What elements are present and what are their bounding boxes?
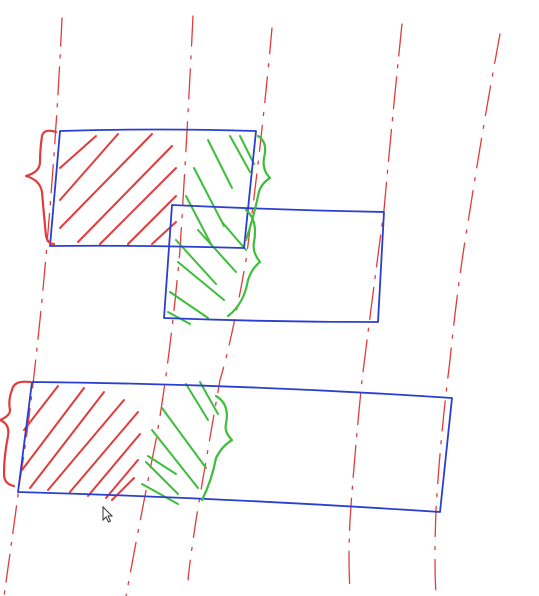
guide-line-4 [348, 23, 403, 591]
top-left-rectangle [49, 128, 257, 249]
middle-right-rectangle [163, 204, 385, 323]
green-brace-mid [226, 208, 262, 318]
rectangles [17, 128, 453, 513]
red-hatched-regions [21, 133, 177, 501]
red-hatch-top [59, 133, 177, 245]
red-hatch-bottom [21, 385, 141, 501]
dashed-vertical-guides [3, 15, 501, 596]
guide-line-3 [187, 27, 273, 581]
red-brace-top [24, 129, 58, 246]
bottom-long-rectangle [17, 381, 453, 513]
guide-line-2 [125, 15, 194, 596]
green-hatch-top [185, 135, 255, 247]
green-brace-top [244, 134, 272, 242]
guide-line-5 [434, 33, 501, 596]
braces [0, 129, 272, 502]
mouse-pointer-icon [102, 505, 114, 523]
guide-line-1 [3, 17, 63, 596]
green-brace-bottom [200, 394, 234, 502]
green-hatch-bottom [141, 381, 219, 505]
red-brace-bottom [0, 380, 32, 488]
